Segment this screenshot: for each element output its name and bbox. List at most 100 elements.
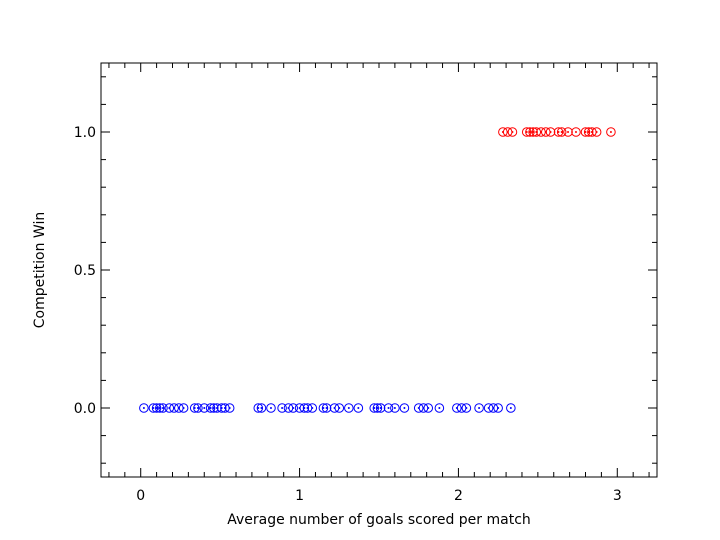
point-ring bbox=[553, 127, 564, 137]
y-axis-label: Competition Win bbox=[32, 212, 48, 328]
data-point bbox=[383, 403, 394, 413]
data-point bbox=[178, 403, 189, 413]
x-tick-label: 2 bbox=[454, 488, 463, 504]
data-point bbox=[434, 403, 445, 413]
point-ring bbox=[563, 127, 573, 137]
point-dot bbox=[595, 131, 598, 133]
point-dot bbox=[465, 407, 468, 409]
point-ring bbox=[256, 403, 267, 413]
x-axis-label: Average number of goals scored per match bbox=[227, 512, 531, 528]
data-point bbox=[571, 127, 581, 137]
data-point bbox=[321, 403, 332, 413]
point-ring bbox=[344, 403, 354, 413]
point-ring bbox=[307, 403, 318, 413]
point-dot bbox=[478, 407, 481, 409]
point-dot bbox=[557, 131, 560, 133]
point-dot bbox=[325, 407, 328, 409]
point-dot bbox=[260, 407, 263, 409]
data-point bbox=[399, 403, 410, 413]
point-dot bbox=[220, 407, 223, 409]
data-point bbox=[493, 403, 503, 413]
point-dot bbox=[387, 407, 390, 409]
data-point bbox=[199, 403, 210, 413]
point-ring bbox=[139, 403, 149, 413]
point-dot bbox=[269, 407, 272, 409]
point-dot bbox=[209, 407, 212, 409]
point-ring bbox=[545, 127, 556, 137]
point-ring bbox=[193, 403, 203, 413]
data-point bbox=[256, 403, 267, 413]
point-dot bbox=[560, 131, 563, 133]
point-dot bbox=[311, 407, 314, 409]
point-dot bbox=[338, 407, 341, 409]
point-ring bbox=[507, 127, 518, 137]
point-dot bbox=[584, 131, 587, 133]
point-dot bbox=[528, 131, 531, 133]
point-ring bbox=[277, 403, 287, 413]
data-point bbox=[266, 403, 276, 413]
data-point bbox=[506, 403, 516, 413]
point-ring bbox=[493, 403, 503, 413]
point-dot bbox=[525, 131, 528, 133]
point-ring bbox=[583, 127, 594, 137]
data-point bbox=[390, 403, 400, 413]
data-point bbox=[224, 403, 235, 413]
point-dot bbox=[438, 407, 441, 409]
point-dot bbox=[511, 131, 514, 133]
x-tick-label: 1 bbox=[295, 488, 304, 504]
point-ring bbox=[353, 403, 364, 413]
point-ring bbox=[591, 127, 602, 137]
point-dot bbox=[196, 407, 199, 409]
point-ring bbox=[369, 403, 380, 413]
point-ring bbox=[390, 403, 400, 413]
point-ring bbox=[521, 127, 532, 137]
data-point bbox=[525, 127, 535, 137]
point-dot bbox=[497, 407, 500, 409]
data-point bbox=[148, 403, 159, 413]
y-tick-label: 0.5 bbox=[74, 263, 96, 279]
data-point bbox=[369, 403, 380, 413]
point-dot bbox=[532, 131, 535, 133]
point-ring bbox=[199, 403, 210, 413]
point-dot bbox=[587, 131, 590, 133]
data-point bbox=[583, 127, 594, 137]
data-point bbox=[288, 403, 299, 413]
data-point bbox=[334, 403, 345, 413]
point-dot bbox=[281, 407, 284, 409]
data-point bbox=[277, 403, 287, 413]
data-point bbox=[299, 403, 310, 413]
point-ring bbox=[399, 403, 410, 413]
data-point bbox=[307, 403, 318, 413]
point-ring bbox=[178, 403, 189, 413]
point-dot bbox=[203, 407, 206, 409]
data-point bbox=[375, 403, 386, 413]
point-ring bbox=[434, 403, 445, 413]
data-point bbox=[189, 403, 200, 413]
point-dot bbox=[427, 407, 430, 409]
point-ring bbox=[556, 127, 567, 137]
data-point bbox=[545, 127, 556, 137]
data-point bbox=[208, 403, 219, 413]
point-dot bbox=[509, 407, 512, 409]
point-dot bbox=[357, 407, 360, 409]
point-ring bbox=[208, 403, 219, 413]
point-dot bbox=[158, 407, 161, 409]
point-ring bbox=[318, 403, 329, 413]
point-ring bbox=[189, 403, 200, 413]
point-ring bbox=[334, 403, 345, 413]
point-dot bbox=[373, 407, 376, 409]
point-ring bbox=[474, 403, 484, 413]
point-ring bbox=[154, 403, 165, 413]
point-ring bbox=[372, 403, 383, 413]
point-ring bbox=[151, 403, 162, 413]
y-tick-label: 0.0 bbox=[74, 401, 96, 417]
x-tick-label: 3 bbox=[613, 488, 622, 504]
point-ring bbox=[580, 127, 591, 137]
point-ring bbox=[461, 403, 472, 413]
point-ring bbox=[423, 403, 434, 413]
point-dot bbox=[193, 407, 196, 409]
point-dot bbox=[228, 407, 231, 409]
point-ring bbox=[383, 403, 394, 413]
